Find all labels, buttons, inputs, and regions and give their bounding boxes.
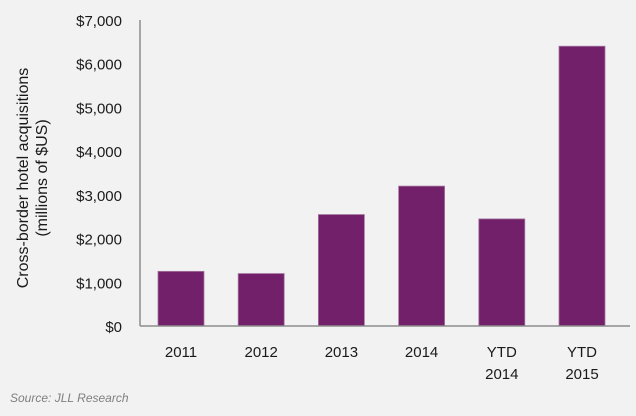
y-tick-label: $2,000 xyxy=(76,232,122,249)
x-tick-label: 2014 xyxy=(405,344,438,361)
y-tick-labels: $0 $1,000 $2,000 $3,000 $4,000 $5,000 $6,000 $7… xyxy=(76,13,122,336)
y-tick-label: $5,000 xyxy=(76,100,122,117)
y-tick-label: $3,000 xyxy=(76,188,122,205)
y-tick-label: $4,000 xyxy=(76,144,122,161)
x-tick-label: YTD xyxy=(567,344,597,361)
x-tick-labels: 2011 2012 2013 2014 YTD 2014 YTD 2015 xyxy=(165,344,599,383)
bar xyxy=(317,214,365,327)
bar xyxy=(237,273,285,327)
x-tick-label: 2014 xyxy=(485,366,518,383)
x-tick-label: 2013 xyxy=(325,344,358,361)
x-tick-label: 2015 xyxy=(565,366,598,383)
bar xyxy=(558,45,606,327)
bar xyxy=(157,270,205,327)
y-axis-label-line: (millions of $US) xyxy=(34,119,51,236)
x-tick-label: 2011 xyxy=(165,344,197,361)
x-tick-label: 2012 xyxy=(245,344,278,361)
source-note: Source: JLL Research xyxy=(10,391,129,405)
bar xyxy=(398,185,446,327)
y-tick-label: $6,000 xyxy=(76,57,122,74)
bar xyxy=(478,218,526,327)
x-tick-label: YTD xyxy=(487,344,517,361)
y-axis-label-line: Cross-border hotel acquisitions xyxy=(15,68,32,289)
y-axis-label: Cross-border hotel acquisitions (millions… xyxy=(15,68,51,289)
y-tick-label: $1,000 xyxy=(76,275,122,292)
bars xyxy=(157,45,606,327)
y-tick-label: $7,000 xyxy=(76,13,122,30)
y-tick-label: $0 xyxy=(105,319,122,336)
